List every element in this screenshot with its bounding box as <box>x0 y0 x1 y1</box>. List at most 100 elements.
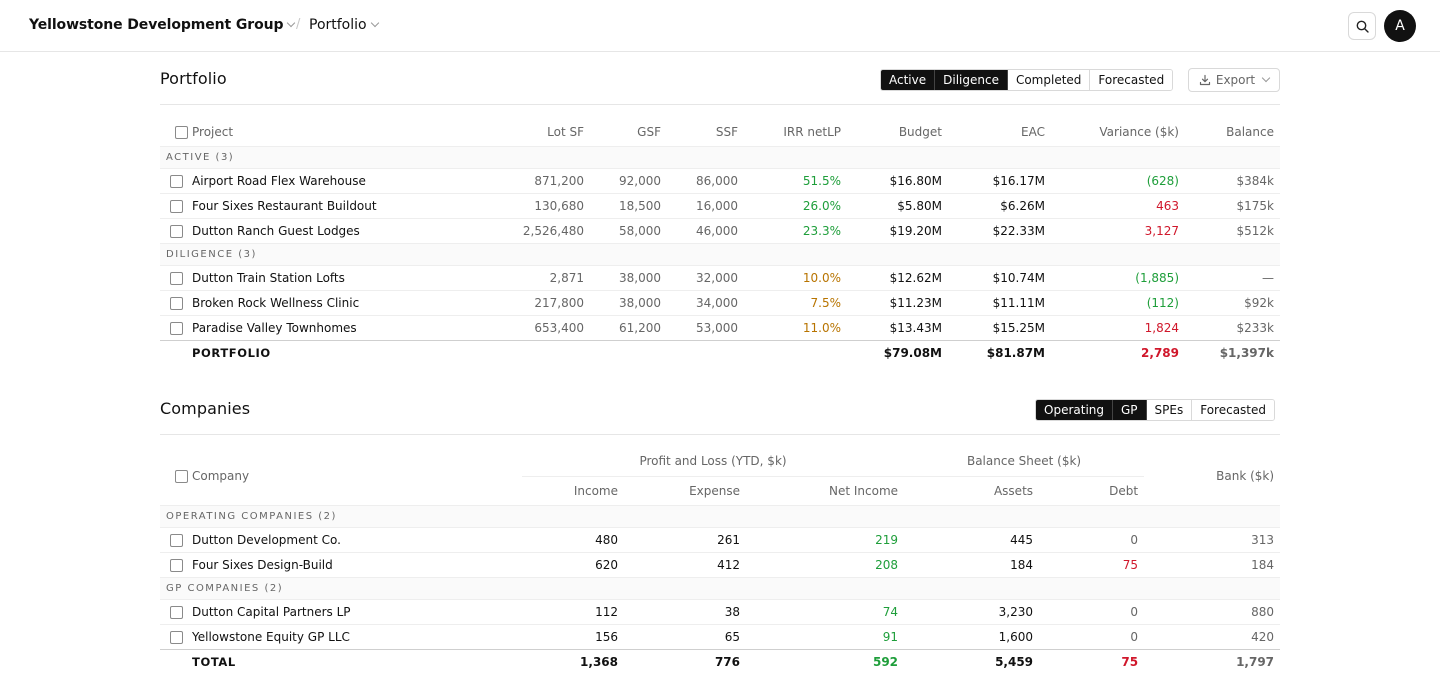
column-header-debt[interactable]: Debt <box>1109 483 1139 498</box>
bank: 420 <box>1144 623 1281 649</box>
eac: $10.74M <box>948 264 1051 290</box>
filter-active[interactable]: Active <box>881 70 936 90</box>
filter-forecasted[interactable]: Forecasted <box>1090 70 1173 90</box>
expense: 261 <box>624 526 746 552</box>
total-label: PORTFOLIO <box>192 339 500 365</box>
filter-diligence[interactable]: Diligence <box>935 70 1008 90</box>
column-header-ssf[interactable]: SSF <box>715 124 738 139</box>
total-assets: 5,459 <box>904 648 1040 674</box>
budget: $19.20M <box>847 217 948 243</box>
total-income: 1,368 <box>522 648 624 674</box>
table-row[interactable]: Broken Rock Wellness Clinic 217,800 38,000… <box>160 289 1280 315</box>
debt: 0 <box>1039 526 1145 552</box>
project-name[interactable]: Dutton Ranch Guest Lodges <box>192 217 500 243</box>
column-header-expense[interactable]: Expense <box>689 483 740 498</box>
table-row[interactable]: Yellowstone Equity GP LLC 156 65 91 1,600 0 42… <box>160 623 1281 649</box>
debt: 75 <box>1039 551 1145 577</box>
export-button[interactable]: Export <box>1188 68 1280 92</box>
column-header-company[interactable]: Company <box>192 468 250 483</box>
table-row[interactable]: Dutton Train Station Lofts 2,871 38,000 32,… <box>160 264 1280 290</box>
project-name[interactable]: Broken Rock Wellness Clinic <box>192 289 500 315</box>
row-checkbox[interactable] <box>170 271 183 285</box>
group-label: GP COMPANIES (2) <box>160 576 1281 599</box>
debt: 0 <box>1039 623 1145 649</box>
assets: 184 <box>904 551 1040 577</box>
project-name[interactable]: Four Sixes Restaurant Buildout <box>192 192 500 218</box>
avatar[interactable]: A <box>1384 10 1416 42</box>
column-header-assets[interactable]: Assets <box>993 483 1034 498</box>
row-checkbox[interactable] <box>170 321 183 335</box>
page-switcher[interactable]: Portfolio <box>309 17 379 33</box>
irr-netlp: 26.0% <box>744 192 847 218</box>
table-header: Project Lot SF GSF SSF IRR netLP Budget EAC Var… <box>160 118 1280 146</box>
assets: 445 <box>904 526 1040 552</box>
column-header-bank[interactable]: Bank ($k) <box>1216 468 1275 483</box>
select-all-checkbox[interactable] <box>174 469 188 483</box>
table-row[interactable]: Four Sixes Restaurant Buildout 130,680 18,… <box>160 192 1280 218</box>
org-switcher[interactable]: Yellowstone Development Group <box>29 17 296 33</box>
column-header-gsf[interactable]: GSF <box>637 124 661 139</box>
variance: (112) <box>1051 289 1185 315</box>
column-header-income[interactable]: Income <box>573 483 618 498</box>
table-row[interactable]: Dutton Capital Partners LP 112 38 74 3,230 0 8… <box>160 598 1281 624</box>
search-button[interactable] <box>1348 12 1376 40</box>
company-name[interactable]: Four Sixes Design-Build <box>192 551 522 577</box>
project-name[interactable]: Dutton Train Station Lofts <box>192 264 500 290</box>
column-header-balance[interactable]: Balance <box>1226 124 1274 139</box>
page-name: Portfolio <box>309 17 367 33</box>
filter-gp[interactable]: GP <box>1113 400 1147 420</box>
filter-operating[interactable]: Operating <box>1036 400 1113 420</box>
table-row[interactable]: Paradise Valley Townhomes 653,400 61,200 53… <box>160 314 1280 340</box>
table-row[interactable]: Dutton Ranch Guest Lodges 2,526,480 58,000… <box>160 217 1280 243</box>
filter-completed[interactable]: Completed <box>1007 70 1091 90</box>
spacer-cell <box>160 339 192 365</box>
row-checkbox[interactable] <box>170 199 183 213</box>
gsf: 18,500 <box>590 192 667 218</box>
column-header-eac[interactable]: EAC <box>1021 124 1045 139</box>
balance: — <box>1185 264 1280 290</box>
project-name[interactable]: Paradise Valley Townhomes <box>192 314 500 340</box>
search-icon <box>1356 20 1369 33</box>
row-checkbox[interactable] <box>170 605 183 619</box>
variance: 1,824 <box>1051 314 1185 340</box>
company-name[interactable]: Yellowstone Equity GP LLC <box>192 623 522 649</box>
ssf: 34,000 <box>667 289 744 315</box>
spacer-cell <box>500 339 847 365</box>
row-checkbox[interactable] <box>170 174 183 188</box>
filter-spes[interactable]: SPEs <box>1146 400 1193 420</box>
gsf: 61,200 <box>590 314 667 340</box>
column-header-irr-netlp[interactable]: IRR netLP <box>783 124 841 139</box>
select-all-checkbox[interactable] <box>174 125 188 139</box>
column-group-balance-sheet: Balance Sheet ($k) <box>904 447 1145 477</box>
group-label: ACTIVE (3) <box>160 145 1280 168</box>
gsf: 38,000 <box>590 264 667 290</box>
balance: $233k <box>1185 314 1280 340</box>
project-name[interactable]: Airport Road Flex Warehouse <box>192 167 500 193</box>
row-checkbox[interactable] <box>170 533 183 547</box>
budget: $12.62M <box>847 264 948 290</box>
company-name[interactable]: Dutton Development Co. <box>192 526 522 552</box>
bank: 880 <box>1144 598 1281 624</box>
column-header-net-income[interactable]: Net Income <box>828 483 899 498</box>
column-header-project[interactable]: Project <box>192 124 234 139</box>
column-header-lot-sf[interactable]: Lot SF <box>547 124 584 139</box>
row-checkbox[interactable] <box>170 630 183 644</box>
total-expense: 776 <box>624 648 746 674</box>
total-row: PORTFOLIO $79.08M $81.87M 2,789 $1,397k <box>160 339 1280 365</box>
variance: 463 <box>1051 192 1185 218</box>
table-row[interactable]: Dutton Development Co. 480 261 219 445 0 313 <box>160 526 1281 552</box>
row-checkbox[interactable] <box>170 558 183 572</box>
filter-forecasted[interactable]: Forecasted <box>1192 400 1275 420</box>
table-row[interactable]: Airport Road Flex Warehouse 871,200 92,000… <box>160 167 1280 193</box>
balance: $92k <box>1185 289 1280 315</box>
table-row[interactable]: Four Sixes Design-Build 620 412 208 184 75 184 <box>160 551 1281 577</box>
chevron-down-icon <box>287 18 296 28</box>
companies-table: Company Profit and Loss (YTD, $k) Balanc… <box>160 447 1281 674</box>
debt: 0 <box>1039 598 1145 624</box>
company-name[interactable]: Dutton Capital Partners LP <box>192 598 522 624</box>
column-header-budget[interactable]: Budget <box>898 124 942 139</box>
table-header: Income Expense Net Income Assets Debt <box>160 476 1280 505</box>
row-checkbox[interactable] <box>170 224 183 238</box>
row-checkbox[interactable] <box>170 296 183 310</box>
column-header-variance-k[interactable]: Variance ($k) <box>1099 124 1179 139</box>
